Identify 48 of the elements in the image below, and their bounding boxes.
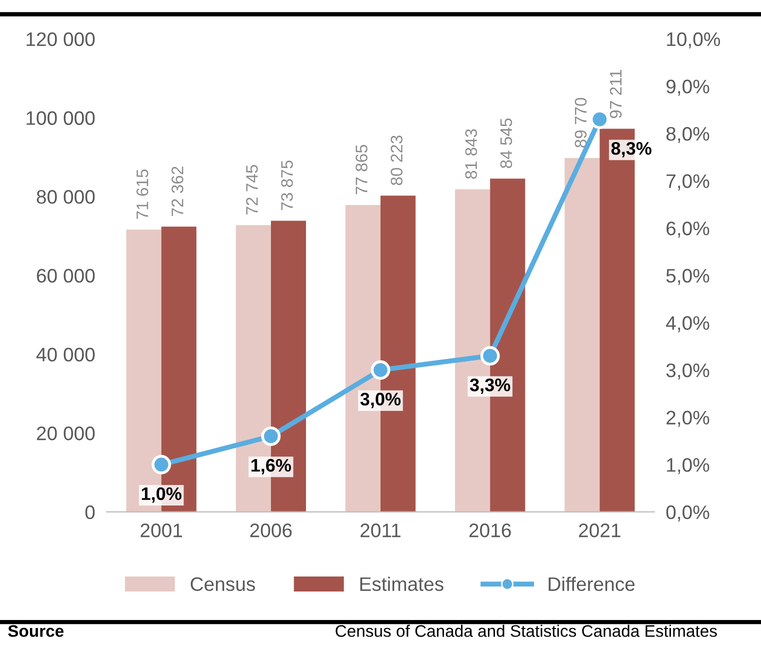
y2-tick-label: 6,0%	[666, 222, 710, 238]
legend-label: Estimates	[360, 576, 444, 592]
data-label: 73 875	[281, 160, 293, 210]
y2-tick-label: 2,0%	[666, 410, 710, 427]
data-label: 3,0%	[360, 392, 401, 408]
data-label: 77 865	[356, 144, 368, 194]
data-label: 3,3%	[470, 378, 510, 394]
data-label: 1,0%	[142, 487, 182, 503]
y2-tick-label: 7,0%	[666, 174, 710, 190]
y2-tick-label: 5,0%	[666, 268, 710, 285]
x-tick-label: 2021	[579, 524, 620, 538]
y-tick-label: 40 000	[36, 348, 95, 362]
data-label: 72 745	[246, 165, 258, 214]
legend-label: Difference	[548, 576, 635, 592]
data-label: 97 211	[610, 70, 622, 118]
x-tick-label: 2011	[360, 524, 400, 538]
y-tick-label: 80 000	[36, 190, 95, 204]
point	[480, 346, 500, 366]
y2-tick-label: 10,0%	[667, 32, 720, 48]
bar	[564, 158, 600, 512]
x-tick-label: 2001	[140, 524, 182, 538]
data-label: 71 615	[136, 169, 148, 219]
x-tick-label: 2006	[250, 524, 292, 538]
data-label: 72 362	[172, 166, 184, 216]
y2-tick-label: 4,0%	[666, 316, 710, 332]
data-label: 89 770	[574, 98, 587, 148]
text: Census of Canada and Statistics Canada Estimates	[336, 624, 717, 637]
y2-tick-label: 0,0%	[666, 505, 710, 522]
point	[370, 360, 390, 380]
data-label: 1,6%	[251, 458, 292, 474]
y2-tick-label: 3,0%	[666, 363, 710, 380]
y-tick-label: 120 000	[26, 32, 95, 46]
y-tick-label: 0	[85, 505, 95, 520]
data-label: 81 843	[465, 129, 478, 179]
x-tick-label: 2016	[469, 524, 511, 538]
legend-label: Census	[190, 577, 255, 592]
point	[152, 454, 172, 474]
y2-tick-label: 1,0%	[667, 458, 710, 474]
y2-tick-label: 9,0%	[666, 80, 710, 96]
data-label: 84 545	[500, 118, 512, 168]
data-label: 8,3%	[611, 142, 652, 158]
y-tick-label: 20 000	[36, 426, 95, 440]
text: Source	[8, 625, 64, 637]
y-tick-label: 60 000	[36, 268, 95, 283]
data-label: 80 223	[390, 136, 403, 186]
point	[261, 426, 281, 446]
y-tick-label: 100 000	[26, 111, 95, 125]
y2-tick-label: 8,0%	[666, 126, 710, 144]
